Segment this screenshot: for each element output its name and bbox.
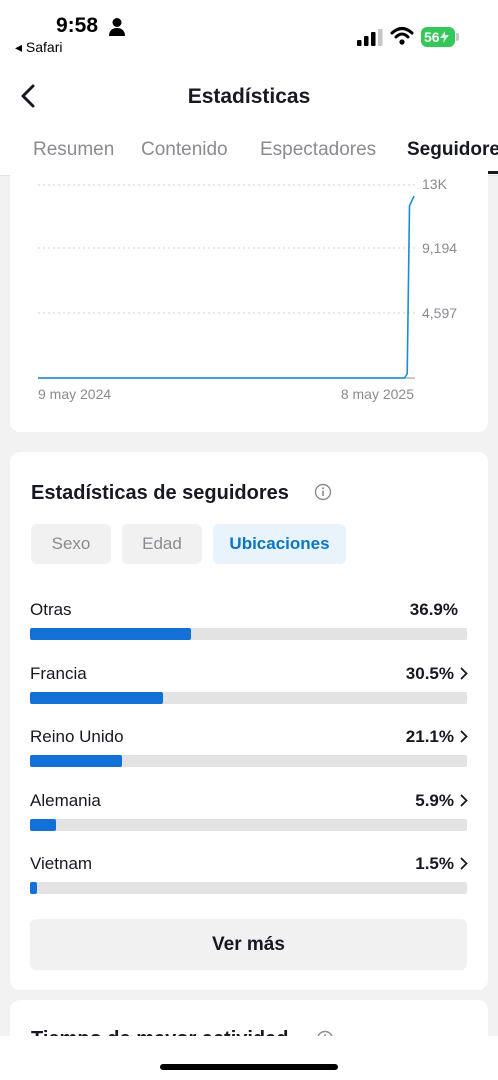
person-icon xyxy=(109,18,125,36)
home-area xyxy=(0,1036,498,1080)
chevron-right-icon[interactable] xyxy=(460,667,468,680)
wifi-icon xyxy=(390,27,414,45)
percent-bar-fill xyxy=(30,819,56,831)
country-row[interactable]: Reino Unido 21.1% xyxy=(30,727,468,777)
charging-bolt-icon xyxy=(439,31,449,43)
country-percent: 36.9% xyxy=(409,600,458,619)
country-name: Vietnam xyxy=(30,854,93,873)
section-title: Estadísticas de seguidores xyxy=(31,482,289,504)
page-title: Estadísticas xyxy=(187,85,311,108)
followers-line-chart: 13K 9,194 4,597 9 may 2024 8 may 2025 xyxy=(38,176,457,402)
country-name: Reino Unido xyxy=(30,727,124,746)
country-row[interactable]: Alemania 5.9% xyxy=(30,791,468,841)
country-name: Francia xyxy=(30,664,87,683)
tab-resumen[interactable]: Resumen xyxy=(33,139,115,160)
status-time: 9:58 xyxy=(56,14,99,37)
followers-chart-card: 13K 9,194 4,597 9 may 2024 8 may 2025 xyxy=(10,160,488,432)
chevron-right-icon[interactable] xyxy=(460,857,468,870)
percent-bar-track xyxy=(30,882,467,894)
back-to-app-link[interactable]: ◂ Safari xyxy=(15,39,63,55)
followers-stats-card: Estadísticas de seguidores Sexo Edad Ubi… xyxy=(10,452,488,990)
tab-seguidores[interactable]: Seguidores xyxy=(407,139,498,160)
battery-tip xyxy=(456,33,459,41)
tab-contenido[interactable]: Contenido xyxy=(141,139,228,160)
battery-level: 56 xyxy=(424,29,440,45)
chevron-right-icon[interactable] xyxy=(460,794,468,807)
home-indicator[interactable] xyxy=(160,1064,338,1070)
country-percent: 21.1% xyxy=(405,727,454,746)
chip-edad[interactable]: Edad xyxy=(122,524,202,564)
x-tick-label: 8 may 2025 xyxy=(341,386,414,402)
country-name: Alemania xyxy=(30,791,101,810)
percent-bar-fill xyxy=(30,755,123,767)
country-row[interactable]: Vietnam 1.5% xyxy=(30,854,468,904)
country-row: Otras 36.9% xyxy=(30,600,468,650)
y-tick-label: 4,597 xyxy=(422,305,457,321)
percent-bar-fill xyxy=(30,692,164,704)
country-name: Otras xyxy=(30,600,72,619)
country-percent: 5.9% xyxy=(415,791,454,810)
percent-bar-fill xyxy=(30,628,192,640)
y-tick-label: 9,194 xyxy=(422,240,457,256)
chip-ubicaciones[interactable]: Ubicaciones xyxy=(213,524,346,564)
percent-bar-track xyxy=(30,628,467,640)
status-bar: 9:58 ◂ Safari 56 xyxy=(0,0,498,62)
country-percent: 30.5% xyxy=(405,664,454,683)
chip-sexo[interactable]: Sexo xyxy=(31,524,111,564)
series-line xyxy=(38,195,415,379)
country-percent: 1.5% xyxy=(415,854,454,873)
country-row[interactable]: Francia 30.5% xyxy=(30,664,468,714)
x-tick-label: 9 may 2024 xyxy=(38,386,111,402)
battery-icon: 56 xyxy=(421,27,455,47)
percent-bar-track xyxy=(30,819,467,831)
percent-bar-fill xyxy=(30,882,37,894)
tab-espectadores[interactable]: Espectadores xyxy=(260,139,377,160)
back-button[interactable] xyxy=(14,81,44,111)
chevron-right-icon[interactable] xyxy=(460,730,468,743)
y-tick-label: 13K xyxy=(422,176,448,192)
header: Estadísticas xyxy=(0,62,498,130)
see-more-button[interactable]: Ver más xyxy=(30,919,467,970)
percent-bar-track xyxy=(30,755,467,767)
info-icon[interactable] xyxy=(314,483,332,501)
percent-bar-track xyxy=(30,692,467,704)
signal-icon xyxy=(357,29,383,46)
